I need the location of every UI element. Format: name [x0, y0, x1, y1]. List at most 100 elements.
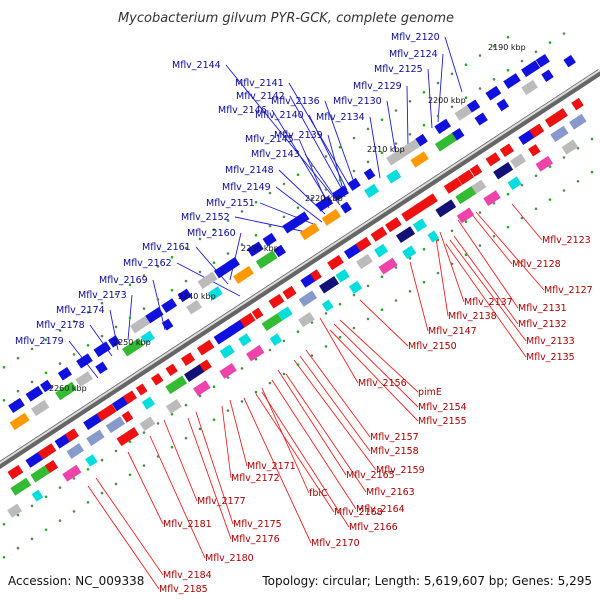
ring-dot [436, 271, 440, 275]
label-connector [319, 317, 359, 384]
gene-feature [386, 169, 402, 184]
gene-label-mflv-2169: Mflv_2169 [99, 275, 148, 286]
gene-feature [401, 204, 422, 222]
label-connector [453, 235, 519, 325]
ring-dot [198, 394, 202, 398]
gene-feature [474, 112, 488, 126]
ring-dot [296, 330, 300, 334]
ring-dot [254, 233, 258, 237]
ring-dot [142, 274, 146, 277]
gene-label-mflv-2179: Mflv_2179 [15, 336, 64, 347]
gene-feature [315, 195, 334, 212]
ring-dot [450, 229, 454, 233]
ring-dot [534, 174, 538, 178]
gene-label-mflv-2173: Mflv_2173 [78, 290, 127, 301]
tick-2220-kbp: 2220 kbp [305, 194, 343, 203]
gene-feature [273, 244, 287, 258]
ring-dot [30, 537, 34, 541]
ring-dot [128, 473, 132, 477]
gene-feature [199, 359, 212, 372]
gene-feature [57, 366, 72, 381]
ring-dot [590, 170, 594, 174]
ring-dot [240, 243, 244, 246]
ring-dot [366, 127, 370, 131]
ring-dot [212, 385, 216, 389]
gene-label-mflv-2143: Mflv_2143 [251, 149, 300, 160]
ring-dot [72, 320, 76, 323]
label-connector [444, 36, 463, 93]
gene-feature [62, 464, 82, 482]
gene-feature [44, 460, 59, 474]
ring-dot [590, 137, 594, 141]
ring-dot [30, 347, 34, 351]
gene-feature [277, 306, 293, 321]
gene-feature [9, 412, 30, 431]
ring-dot [58, 486, 62, 489]
ring-dot [478, 211, 482, 214]
gene-label-pime: pimE [418, 387, 442, 398]
gene-label-mflv-2154: Mflv_2154 [418, 402, 467, 413]
gene-feature [251, 307, 264, 320]
gene-feature [246, 345, 265, 362]
ring-dot [156, 298, 160, 301]
gene-feature [145, 307, 164, 324]
gene-feature [507, 176, 522, 191]
gene-feature [298, 290, 318, 307]
gene-feature [521, 60, 541, 78]
gene-label-mflv-2151: Mflv_2151 [206, 198, 255, 209]
ring-dot [86, 344, 90, 347]
tick-2210-kbp: 2210 kbp [367, 145, 405, 154]
ring-dot [422, 247, 426, 251]
gene-feature [395, 226, 416, 244]
gene-feature [457, 169, 475, 185]
gene-feature [535, 155, 554, 172]
gene-feature [150, 373, 164, 386]
tick-2230-kbp: 2230 kbp [241, 244, 279, 253]
gene-feature [340, 201, 352, 214]
gene-label-mflv-2141: Mflv_2141 [235, 78, 284, 89]
ring-dot [436, 114, 440, 118]
gene-feature [75, 371, 93, 388]
ring-dot [198, 270, 202, 274]
gene-feature [95, 361, 108, 375]
gene-feature [550, 125, 569, 143]
ring-dot [506, 225, 510, 229]
ring-dot [198, 237, 202, 241]
gene-label-mflv-2157: Mflv_2157 [370, 432, 419, 443]
ring-dot [366, 317, 370, 321]
tick-2240-kbp: 2240 kbp [178, 292, 216, 301]
gene-feature-blocks [7, 53, 587, 518]
ring-dot [254, 390, 258, 394]
ring-dot [240, 367, 244, 370]
gene-feature [7, 503, 23, 518]
ring-dot [436, 81, 440, 85]
gene-label-mflv-2160: Mflv_2160 [187, 228, 236, 239]
ring-dot [338, 335, 342, 339]
ring-dot [142, 464, 146, 467]
gene-feature [374, 243, 389, 258]
gene-feature [196, 339, 215, 356]
gene-feature [310, 269, 322, 282]
label-connector [277, 369, 347, 476]
label-connector [445, 243, 527, 358]
gene-feature [213, 261, 234, 279]
genome-backbone-highlight [0, 69, 600, 465]
gene-label-mflv-2177: Mflv_2177 [197, 496, 246, 507]
ring-dot [520, 216, 524, 220]
gene-label-mflv-2178: Mflv_2178 [36, 320, 85, 331]
gene-feature [378, 257, 398, 275]
gene-feature [348, 280, 363, 294]
gene-feature [466, 99, 481, 113]
ring-dot [464, 220, 468, 223]
gene-feature [262, 232, 277, 247]
ring-dot [310, 354, 314, 357]
gene-feature [370, 226, 388, 242]
gene-feature [510, 153, 527, 169]
label-connector [327, 134, 346, 198]
accession-label: Accession: NC_009338 [8, 574, 144, 588]
gene-feature [469, 164, 483, 177]
label-connector [449, 239, 527, 342]
gene-feature [269, 333, 283, 346]
ring-dot [478, 244, 482, 247]
ring-dot-guides [2, 32, 594, 559]
